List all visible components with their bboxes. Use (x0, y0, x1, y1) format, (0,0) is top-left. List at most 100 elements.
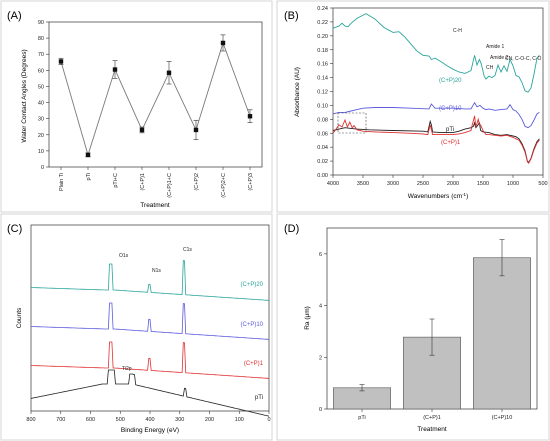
panel-a-x-tick-label: (C+P)1 (140, 173, 146, 191)
panel-c-x-tick-label: 400 (145, 417, 154, 423)
panel-b-series-line (332, 101, 540, 129)
panel-b-annotation-cn: CN, C-O-C, C-O (505, 56, 541, 62)
panel-c-x-ticks: 800 700 600 500 400 300 200 100 0 (26, 411, 271, 423)
panel-a-x-tick-label: (C+P)2 (194, 173, 200, 191)
panel-c-series-line (31, 302, 270, 340)
panel-c-x-tick-label: 300 (175, 417, 184, 423)
panel-b-y-tick-label: 0.06 (317, 131, 328, 137)
panel-a-y-tick-label: 30 (38, 117, 44, 123)
panel-b-x-tick-label: 3500 (357, 181, 369, 187)
panel-b-annotation-amide2: Amide 2 (490, 55, 509, 61)
panel-a-y-axis-title: Water Contact Angles (Degrees) (21, 49, 28, 142)
panel-c-x-tick-label: 200 (205, 417, 214, 423)
panel-a-x-tick-label: pTi+C (113, 173, 119, 188)
panel-a-data-point (139, 127, 145, 133)
panel-c-x-tick-label: 800 (26, 417, 35, 423)
panel-b-y-tick-label: 0.18 (317, 48, 328, 54)
panel-a-y-tick-label: 90 (38, 20, 44, 26)
panel-d-marks (332, 239, 531, 410)
panel-a-x-tick-label: Plain Ti (59, 173, 65, 191)
panel-b-series-line (332, 13, 540, 93)
panel-c-y-axis-title: Counts (16, 307, 23, 328)
panel-a-data-point (220, 40, 226, 46)
panel-b-y-tick-label: 0.16 (317, 62, 328, 68)
panel-c-series-line (30, 369, 270, 417)
panel-b-x-ticks: 4000 3500 3000 2500 2000 1500 1000 500 (327, 175, 548, 187)
panel-b-x-tick-label: 1500 (477, 181, 489, 187)
panel-b-label: (B) (284, 10, 299, 22)
panel-c-label-cp10: (C+P)10 (240, 322, 263, 328)
panel-a-x-tick-label: (C+P)1+C (167, 173, 173, 198)
panel-c-series-line (31, 341, 270, 379)
panel-a-x-axis-title: Treatment (140, 202, 170, 209)
panel-a-y-tick-label: 40 (38, 101, 44, 107)
panel-b-y-tick-label: 0.04 (317, 145, 328, 151)
panel-c-border (0, 213, 273, 441)
panel-c-label-pti: pTi (255, 395, 263, 401)
panel-c-series (30, 260, 270, 417)
panel-c-peak-o1s: O1s (119, 253, 129, 259)
panel-c-x-tick-label: 0 (267, 417, 270, 423)
panel-d-y-tick-label: 4 (319, 304, 322, 310)
panel-b-x-tick-label: 3000 (387, 181, 399, 187)
panel-a-marks (58, 34, 253, 158)
panel-a-x-tick-label: (C+P)2+C (221, 173, 227, 198)
panel-c-peak-n1s: N1s (152, 268, 161, 274)
panel-d-x-axis-title: Treatment (417, 426, 447, 433)
panel-b-label-cp20: (C+P)20 (439, 78, 462, 84)
panel-b-y-axis-title: Absorbance (AU) (294, 67, 301, 117)
panel-c-x-axis-title: Binding Energy (eV) (121, 427, 179, 434)
panel-a-y-ticks: 0 10 20 30 40 50 60 70 80 90 (38, 20, 49, 171)
panel-c-peak-c1s: C1s (183, 247, 192, 253)
panel-d-y-tick-label: 6 (319, 252, 322, 258)
panel-b-series-line (332, 119, 540, 164)
panel-b-y-tick-label: 0.00 (317, 173, 328, 179)
panel-a-label: (A) (7, 10, 22, 22)
panel-a-series-line (60, 41, 251, 157)
panel-a-x-tick-label: (C+P)3 (248, 173, 254, 191)
panel-d-x-tick-label: pTi (358, 415, 365, 421)
panel-b-annotation-ch2: CH (486, 65, 494, 71)
panel-a-data-point (247, 114, 253, 119)
panel-c-label-cp20: (C+P)20 (240, 282, 263, 288)
panel-b-x-tick-label: 2000 (447, 181, 459, 187)
panel-a-y-tick-label: 50 (38, 84, 44, 90)
panel-b-plot-frame (332, 7, 544, 176)
panel-a-y-tick-label: 10 (38, 149, 44, 155)
panel-b-x-tick-label: 1000 (507, 181, 519, 187)
panel-a-x-tick-label: pTi (86, 173, 92, 180)
panel-b-y-tick-label: 0.10 (317, 103, 328, 109)
panel-a-data-point (193, 127, 199, 133)
panel-b-y-tick-label: 0.14 (317, 76, 328, 82)
panel-a-data-point (166, 70, 172, 75)
panel-a-y-tick-label: 60 (38, 68, 44, 74)
panel-c-label: (C) (7, 223, 22, 235)
panel-b-y-ticks: 0.00 0.02 0.04 0.06 0.08 0.10 0.12 0.14 0.16 0.18… (317, 6, 333, 179)
panel-c-xps-spectra: (C) 800 700 600 500 400 300 200 100 0 O1s N1s C1… (0, 213, 273, 441)
panel-a-y-tick-label: 20 (38, 133, 44, 139)
panel-b-label-pti: pTi (446, 127, 454, 133)
panel-d-y-ticks: 0 2 4 6 (319, 252, 327, 413)
panel-a-data-point (85, 152, 91, 158)
panel-b-y-tick-label: 0.20 (317, 34, 328, 40)
panel-d-x-tick-label: (C+P)1 (423, 415, 441, 421)
panel-c-plot-frame (30, 224, 270, 412)
panel-a-water-contact-angle: (A) 0 10 20 30 40 50 60 70 80 90 Plain Ti pTi pTi+C… (0, 0, 273, 213)
panel-d-roughness: (D) 0 2 4 6 pTi (C+P)1 (C+P)10 Treatment Ra (… (276, 213, 550, 441)
panel-d-border (276, 213, 550, 441)
panel-d-bar (472, 257, 531, 410)
panel-d-x-tick-label: (C+P)10 (492, 415, 513, 421)
panel-b-ftir-spectra: (B) 0.00 0.02 0.04 0.06 0.08 0.10 0.12 0.14 0.16… (276, 0, 550, 213)
panel-b-highlight-box (337, 112, 367, 134)
panel-d-x-ticks: pTi (C+P)1 (C+P)10 (358, 409, 512, 421)
panel-b-x-tick-label: 4000 (327, 181, 339, 187)
panel-c-x-tick-label: 500 (116, 417, 125, 423)
panel-a-y-tick-label: 80 (38, 36, 44, 42)
panel-b-label-cp10: (C+P)10 (439, 106, 462, 112)
panel-b-border (276, 0, 550, 213)
panel-b-y-tick-label: 0.22 (317, 20, 328, 26)
panel-b-x-tick-label: 500 (538, 181, 547, 187)
panel-c-x-tick-label: 700 (56, 417, 65, 423)
panel-a-border (0, 0, 273, 213)
